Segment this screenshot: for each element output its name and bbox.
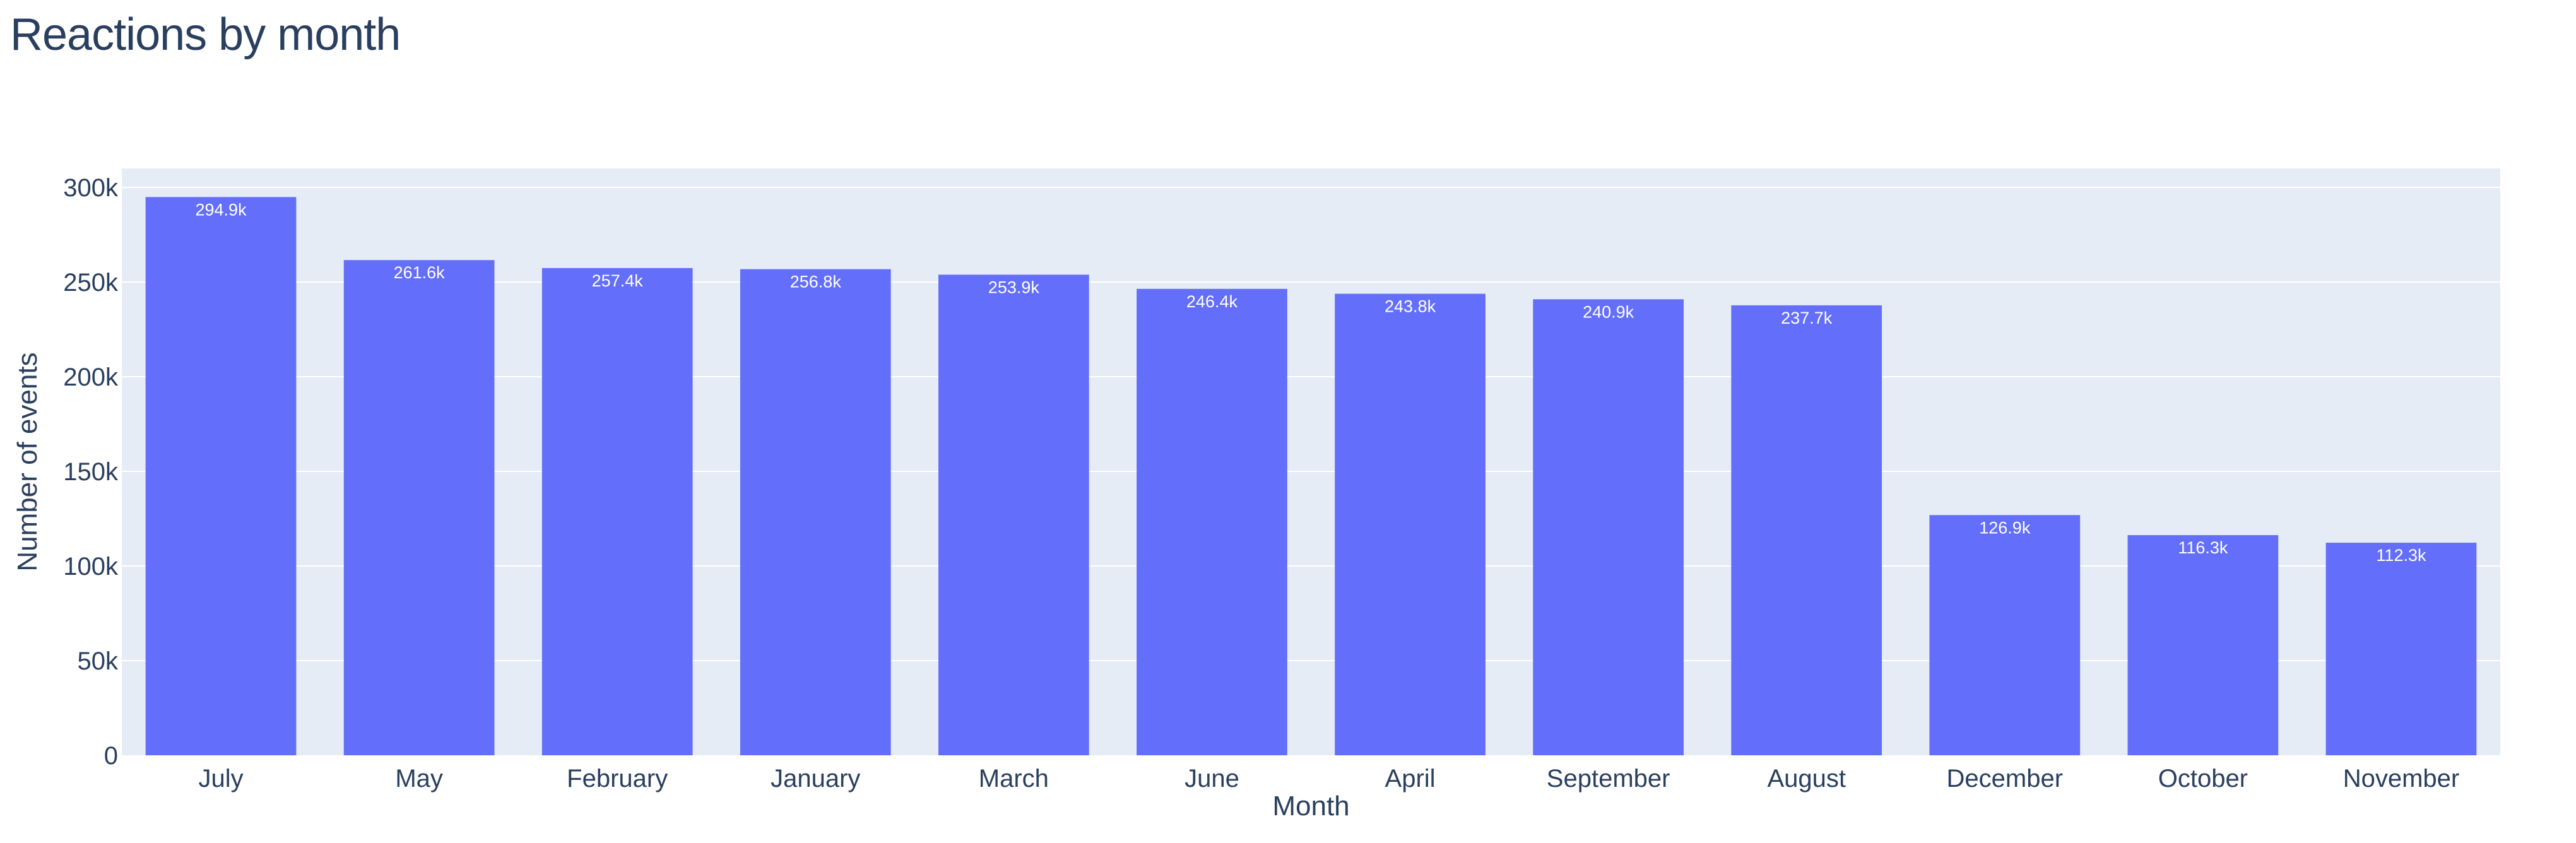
bar-january[interactable] bbox=[740, 269, 891, 756]
x-tick-label: February bbox=[567, 765, 668, 793]
y-tick-label: 100k bbox=[63, 553, 119, 581]
y-tick-label: 250k bbox=[63, 269, 119, 297]
x-tick-label: December bbox=[1947, 765, 2064, 793]
bars bbox=[145, 197, 2477, 756]
y-tick-label: 50k bbox=[78, 647, 119, 675]
bar-march[interactable] bbox=[938, 274, 1089, 755]
data-label: 256.8k bbox=[790, 273, 842, 292]
x-tick-label: April bbox=[1385, 765, 1436, 793]
data-label: 261.6k bbox=[394, 263, 446, 282]
x-axis-title: Month bbox=[1272, 791, 1349, 822]
x-tick-label: August bbox=[1767, 765, 1846, 793]
y-tick-label: 150k bbox=[63, 458, 119, 486]
data-label: 246.4k bbox=[1186, 292, 1238, 311]
x-tick-label: January bbox=[771, 765, 860, 793]
x-tick-label: May bbox=[395, 765, 443, 793]
y-axis-title: Number of events bbox=[12, 352, 43, 571]
bar-december[interactable] bbox=[1929, 515, 2081, 755]
x-tick-label: March bbox=[979, 765, 1049, 793]
grid-lines bbox=[122, 187, 2500, 661]
data-label: 294.9k bbox=[196, 200, 247, 219]
data-label: 240.9k bbox=[1583, 302, 1634, 321]
y-tick-label: 200k bbox=[63, 363, 119, 391]
data-label: 257.4k bbox=[592, 271, 644, 290]
x-tick-label: June bbox=[1185, 765, 1239, 793]
data-label: 112.3k bbox=[2376, 546, 2426, 565]
x-tick-label: July bbox=[198, 765, 243, 793]
x-tick-label: November bbox=[2343, 765, 2460, 793]
x-axis-ticks: July May February January March June April Sept… bbox=[198, 765, 2459, 793]
bar-february[interactable] bbox=[541, 268, 693, 755]
x-tick-label: September bbox=[1547, 765, 1670, 793]
y-tick-label: 300k bbox=[63, 174, 119, 202]
x-tick-label: October bbox=[2158, 765, 2248, 793]
data-label: 243.8k bbox=[1385, 297, 1436, 316]
data-labels: 294.9k 261.6k 257.4k 256.8k 253.9k 246.4k 243.… bbox=[196, 200, 2426, 565]
chart-title: Reactions by month bbox=[10, 9, 401, 60]
data-label: 237.7k bbox=[1781, 309, 1833, 327]
plot-background bbox=[122, 168, 2500, 755]
bar-november[interactable] bbox=[2325, 543, 2477, 755]
data-label: 253.9k bbox=[988, 278, 1040, 297]
bar-september[interactable] bbox=[1533, 299, 1684, 755]
bar-july[interactable] bbox=[145, 197, 297, 755]
bar-june[interactable] bbox=[1137, 288, 1287, 755]
y-axis-ticks: 0 50k 100k 150k 200k 250k 300k bbox=[63, 174, 119, 770]
bar-april[interactable] bbox=[1335, 293, 1486, 756]
y-tick-label: 0 bbox=[104, 742, 118, 770]
bar-august[interactable] bbox=[1731, 305, 1882, 755]
data-label: 126.9k bbox=[1979, 518, 2031, 537]
bar-may[interactable] bbox=[343, 260, 495, 755]
bar-october[interactable] bbox=[2127, 535, 2279, 755]
data-label: 116.3k bbox=[2178, 538, 2228, 557]
